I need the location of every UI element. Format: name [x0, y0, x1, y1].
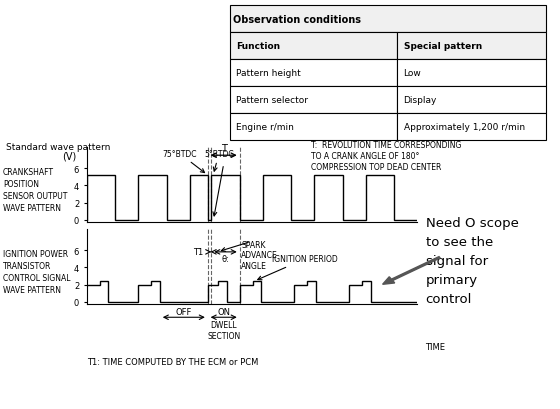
Text: Standard Wave Pattern: Standard Wave Pattern: [315, 0, 461, 1]
Text: OFF: OFF: [176, 307, 192, 316]
Text: T:  REVOLUTION TIME CORRESPONDING
TO A CRANK ANGLE OF 180°
COMPRESSION TOP DEAD : T: REVOLUTION TIME CORRESPONDING TO A CR…: [311, 141, 461, 171]
Text: Need O scope
to see the
signal for
primary
control: Need O scope to see the signal for prima…: [426, 217, 519, 306]
Text: T1: TIME COMPUTED BY THE ECM or PCM: T1: TIME COMPUTED BY THE ECM or PCM: [87, 357, 258, 366]
Text: Low: Low: [404, 69, 421, 78]
Text: SPARK
ADVANCE
ANGLE: SPARK ADVANCE ANGLE: [241, 240, 278, 270]
Text: IGNITION PERIOD: IGNITION PERIOD: [258, 255, 338, 280]
Text: DWELL
SECTION: DWELL SECTION: [207, 321, 240, 340]
Text: (V): (V): [62, 151, 76, 161]
Bar: [230, 60, 397, 87]
Text: ON: ON: [217, 307, 230, 316]
Bar: [397, 114, 546, 141]
Bar: [230, 33, 397, 60]
Text: Pattern height: Pattern height: [236, 69, 301, 78]
Bar: [397, 87, 546, 114]
Text: 5°BTDC: 5°BTDC: [204, 149, 234, 172]
Text: Function: Function: [236, 42, 280, 51]
Text: Special pattern: Special pattern: [404, 42, 482, 51]
Text: Engine r/min: Engine r/min: [236, 123, 294, 132]
Text: T1: T1: [193, 248, 204, 257]
Bar: [397, 33, 546, 60]
Bar: [230, 87, 397, 114]
Bar: [230, 114, 397, 141]
Text: T: T: [221, 143, 227, 153]
Bar: [397, 60, 546, 87]
Text: IGNITION POWER
TRANSISTOR
CONTROL SIGNAL
WAVE PATTERN: IGNITION POWER TRANSISTOR CONTROL SIGNAL…: [3, 250, 71, 294]
Text: Observation conditions: Observation conditions: [233, 15, 361, 25]
Text: Approximately 1,200 r/min: Approximately 1,200 r/min: [404, 123, 525, 132]
Text: 75°BTDC: 75°BTDC: [162, 149, 204, 173]
Bar: [230, 6, 546, 33]
Text: TIME: TIME: [425, 342, 445, 351]
Text: Display: Display: [404, 96, 437, 105]
Text: Pattern selector: Pattern selector: [236, 96, 308, 105]
Text: CRANKSHAFT
POSITION
SENSOR OUTPUT
WAVE PATTERN: CRANKSHAFT POSITION SENSOR OUTPUT WAVE P…: [3, 168, 67, 212]
Text: Standard wave pattern: Standard wave pattern: [6, 142, 110, 151]
Text: θ:: θ:: [222, 255, 230, 264]
